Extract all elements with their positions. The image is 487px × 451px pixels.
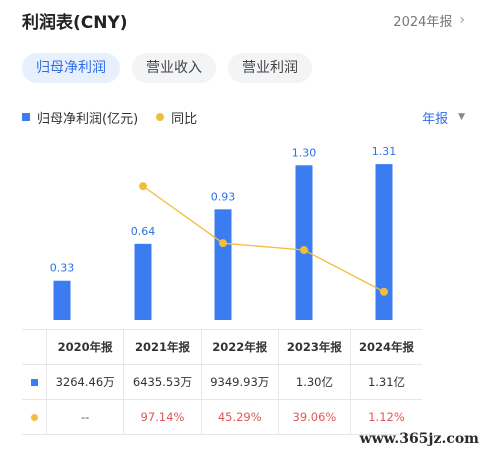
caret-down-icon: ▼ [458, 112, 465, 122]
header: 利润表(CNY) 2024年报 › [22, 8, 465, 33]
bar [214, 209, 232, 320]
legend-item-profit: 归母净利润(亿元) [22, 108, 138, 127]
tab-revenue[interactable]: 营业收入 [132, 53, 216, 83]
legend-item-yoy: 同比 [156, 108, 197, 127]
table-cell: 1.30亿 [278, 364, 351, 400]
tab-operating-profit[interactable]: 营业利润 [228, 53, 312, 83]
square-icon [22, 113, 30, 121]
table-cell: 3264.46万 [46, 364, 125, 400]
table-cell: 1.31亿 [350, 364, 422, 400]
table-row-profit: 3264.46万 6435.53万 9349.93万 1.30亿 1.31亿 [22, 364, 422, 400]
square-icon [30, 379, 38, 386]
period-link[interactable]: 2024年报 › [393, 11, 465, 30]
bar-value-label: 0.93 [211, 190, 236, 203]
row-marker-cell [22, 399, 47, 435]
dot-icon [156, 113, 165, 121]
legend-label-profit: 归母净利润(亿元) [37, 111, 139, 127]
dot-icon [30, 414, 38, 421]
table-header-cell: 2022年报 [201, 329, 279, 365]
table-header-cell: 2020年报 [46, 329, 125, 365]
bar [375, 164, 393, 320]
period-select-label: 年报 [422, 111, 449, 127]
bar-value-label: 1.30 [292, 146, 317, 159]
page-title: 利润表(CNY) [22, 12, 128, 33]
tab-net-profit[interactable]: 归母净利润 [22, 53, 120, 83]
table-header-cell: 2021年报 [123, 329, 202, 365]
metric-tabs: 归母净利润 营业收入 营业利润 [22, 53, 312, 83]
table-cell: 45.29% [201, 399, 279, 435]
period-select[interactable]: 年报 ▼ [422, 108, 465, 127]
bar [295, 165, 313, 320]
data-table: 2020年报 2021年报 2022年报 2023年报 2024年报 3264.… [22, 329, 422, 435]
table-header-cell: 2023年报 [278, 329, 351, 365]
period-label: 2024年报 [393, 14, 453, 30]
table-cell: -- [46, 399, 125, 435]
table-header-cell: 2024年报 [350, 329, 422, 365]
bar [53, 280, 71, 320]
table-row-yoy: -- 97.14% 45.29% 39.06% 1.12% [22, 399, 422, 435]
yoy-line [142, 185, 385, 293]
bar-value-label: 0.64 [131, 225, 156, 238]
chevron-right-icon: › [459, 12, 465, 28]
bar-value-label: 0.33 [50, 262, 75, 275]
table-cell: 97.14% [123, 399, 202, 435]
bar [134, 243, 152, 320]
row-marker-cell [22, 364, 47, 400]
yoy-point [219, 239, 227, 248]
table-cell: 6435.53万 [123, 364, 202, 400]
bar-value-label: 1.31 [372, 145, 397, 158]
table-cell: 1.12% [350, 399, 422, 435]
watermark: www.365jz.com [359, 431, 479, 447]
table-cell: 39.06% [278, 399, 351, 435]
chart-legend: 归母净利润(亿元) 同比 年报 ▼ [22, 106, 465, 128]
yoy-point [300, 246, 308, 255]
yoy-point [139, 182, 147, 191]
table-header-row: 2020年报 2021年报 2022年报 2023年报 2024年报 [22, 329, 422, 365]
legend-label-yoy: 同比 [171, 111, 198, 127]
yoy-point [380, 287, 388, 296]
table-cell: 9349.93万 [201, 364, 279, 400]
table-corner-cell [22, 329, 47, 365]
